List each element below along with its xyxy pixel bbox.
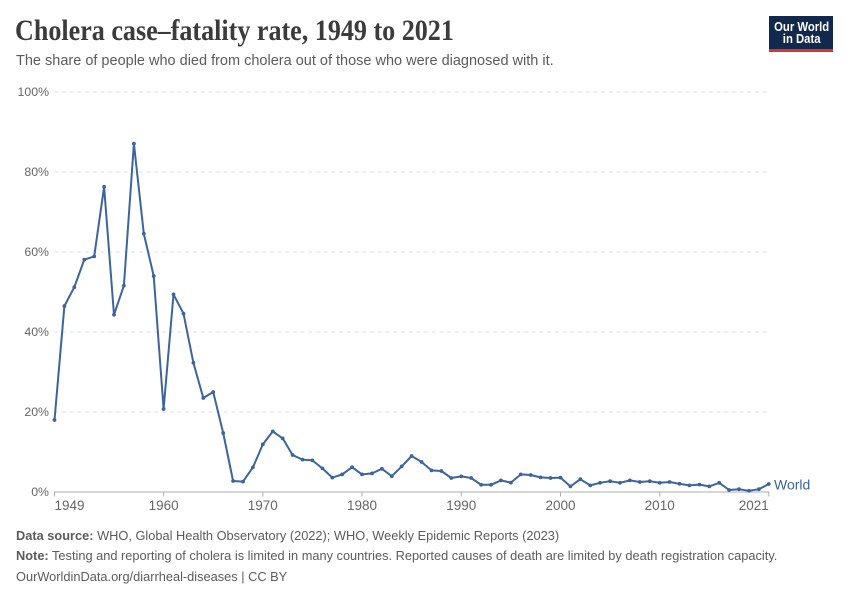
svg-text:40%: 40% <box>24 325 49 339</box>
svg-text:2021: 2021 <box>739 498 769 513</box>
svg-text:20%: 20% <box>24 405 49 419</box>
svg-text:1949: 1949 <box>55 498 85 513</box>
svg-text:1960: 1960 <box>149 498 179 513</box>
svg-text:100%: 100% <box>18 85 50 99</box>
svg-text:1990: 1990 <box>446 498 476 513</box>
svg-text:World: World <box>774 477 810 493</box>
svg-text:2000: 2000 <box>545 498 575 513</box>
svg-text:1980: 1980 <box>347 498 377 513</box>
svg-text:80%: 80% <box>24 165 49 179</box>
svg-text:2010: 2010 <box>645 498 675 513</box>
svg-text:0%: 0% <box>31 485 49 499</box>
svg-text:60%: 60% <box>24 245 49 259</box>
svg-text:1970: 1970 <box>248 498 278 513</box>
